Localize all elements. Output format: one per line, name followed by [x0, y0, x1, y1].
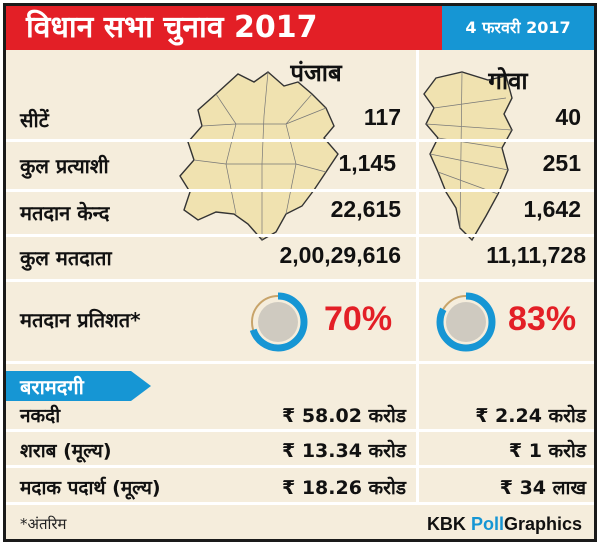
row-divider [6, 234, 594, 237]
row-label-candidates: कुल प्रत्याशी [20, 154, 109, 178]
recovery-label-drugs: मदाक पदार्थ (मूल्य) [20, 477, 161, 499]
row-label-seats: सीटें [20, 108, 49, 132]
row-divider [6, 279, 594, 282]
page-title: विधान सभा चुनाव 2017 [6, 6, 442, 50]
row-label-total-voters: कुल मतदाता [20, 246, 112, 270]
punjab-drugs: ₹ 18.26 करोड [282, 477, 406, 499]
date-label: 4 फरवरी 2017 [442, 6, 594, 50]
goa-liquor: ₹ 1 करोड [508, 440, 586, 462]
goa-turnout-percent: 83% [508, 300, 577, 338]
goa-drugs: ₹ 34 लाख [499, 477, 586, 499]
infographic: विधान सभा चुनाव 2017 4 फरवरी 2017 पंजाब … [3, 3, 597, 542]
punjab-polling-stations: 22,615 [330, 196, 401, 222]
goa-cash: ₹ 2.24 करोड [475, 405, 586, 427]
punjab-total-voters: 2,00,29,616 [279, 242, 401, 268]
punjab-seats: 117 [363, 104, 401, 130]
column-header-goa: गोवा [488, 67, 528, 95]
goa-candidates: 251 [542, 150, 581, 176]
goa-total-voters: 11,11,728 [486, 242, 586, 268]
goa-seats: 40 [555, 104, 581, 130]
recovery-section-tag: बरामदगी [6, 371, 151, 401]
footnote: *अंतरिम [20, 515, 67, 533]
punjab-liquor: ₹ 13.34 करोड [282, 440, 406, 462]
punjab-turnout-donut [248, 292, 308, 352]
brand-kbk: KBK [426, 514, 466, 534]
recovery-title: बरामदगी [20, 375, 84, 399]
row-divider [6, 429, 594, 432]
punjab-turnout-percent: 70% [324, 300, 393, 338]
punjab-candidates: 1,145 [338, 150, 396, 176]
row-divider [6, 502, 594, 505]
brand-graphics: Graphics [503, 514, 582, 534]
recovery-label-cash: नकदी [20, 405, 61, 427]
row-label-polling-stations: मतदान केन्द [20, 201, 110, 225]
row-label-turnout: मतदान प्रतिशत* [20, 308, 141, 332]
row-divider [6, 189, 594, 192]
row-divider [6, 139, 594, 142]
column-divider [416, 50, 419, 502]
brand-poll: Poll [470, 514, 504, 534]
column-header-punjab: पंजाब [290, 59, 342, 87]
header: विधान सभा चुनाव 2017 4 फरवरी 2017 [6, 6, 594, 50]
row-divider [6, 465, 594, 468]
punjab-cash: ₹ 58.02 करोड [282, 405, 406, 427]
brand-logo: KBK PollGraphics [427, 514, 582, 535]
row-divider [6, 361, 594, 364]
goa-map [423, 71, 513, 242]
goa-polling-stations: 1,642 [523, 196, 581, 222]
goa-turnout-donut [436, 292, 496, 352]
recovery-label-liquor: शराब (मूल्य) [20, 440, 112, 462]
